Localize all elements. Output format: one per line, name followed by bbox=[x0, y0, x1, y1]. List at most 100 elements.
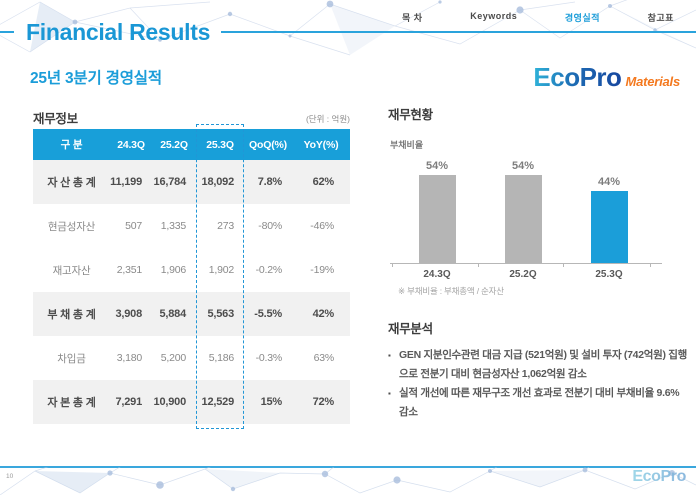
row-label: 부 채 총 계 bbox=[47, 309, 96, 321]
cell-value: 273 bbox=[217, 220, 234, 232]
bar-group: 54% bbox=[400, 160, 474, 263]
cell-value: 12,529 bbox=[201, 396, 235, 408]
column-header: 25.3Q bbox=[196, 129, 244, 160]
bar-highlighted bbox=[590, 191, 628, 263]
table-row: 자 산 총 계 11,199 16,784 18,092 7.8% 62% bbox=[33, 160, 350, 204]
title-rule-right bbox=[221, 31, 696, 33]
column-header: 구 분 bbox=[33, 129, 110, 160]
x-axis-tick bbox=[478, 263, 479, 267]
x-axis-label: 24.3Q bbox=[423, 269, 451, 280]
bar-value-label: 54% bbox=[511, 160, 535, 172]
cell-value: 62% bbox=[312, 176, 335, 188]
tab-keywords[interactable]: Keywords bbox=[470, 11, 518, 21]
x-axis-tick bbox=[650, 263, 651, 267]
cell-value: 7,291 bbox=[115, 396, 142, 408]
x-axis-tick bbox=[563, 263, 564, 267]
footer-logo: EcoPro bbox=[632, 468, 686, 485]
row-label: 자 본 총 계 bbox=[47, 397, 96, 409]
finance-table-wrap: 구 분 24.3Q 25.2Q 25.3Q QoQ(%) YoY(%) 자 산 … bbox=[33, 124, 350, 429]
footer-rule bbox=[0, 466, 696, 468]
bar-value-label: 54% bbox=[425, 160, 449, 172]
cell-value: 2,351 bbox=[116, 264, 142, 276]
chart-footnote: ※ 부채비율 : 부채총액 / 순자산 bbox=[398, 286, 504, 296]
cell-value: 42% bbox=[312, 308, 335, 320]
chart-label: 부채비율 bbox=[390, 140, 424, 150]
bullet-square-icon: ▪ bbox=[388, 388, 391, 398]
finance-table-title: 재무정보 bbox=[33, 112, 78, 126]
cell-value: 1,902 bbox=[208, 264, 234, 276]
x-axis-label: 25.2Q bbox=[509, 269, 537, 280]
tab-contents[interactable]: 목 차 bbox=[402, 13, 423, 23]
cell-value: -80% bbox=[258, 220, 282, 232]
page-number: 10 bbox=[6, 473, 14, 480]
tab-reference[interactable]: 참고표 bbox=[647, 13, 674, 23]
financial-status-section: 재무현황 부채비율 54% 54% 44% 24.3Q 25.2Q 25.3Q ※ 부채… bbox=[388, 104, 690, 304]
chart-section-title: 재무현황 bbox=[388, 108, 433, 122]
bullet-square-icon: ▪ bbox=[388, 351, 391, 360]
cell-value: 7.8% bbox=[257, 176, 282, 188]
table-row: 재고자산 2,351 1,906 1,902 -0.2% -19% bbox=[33, 248, 350, 292]
table-row: 자 본 총 계 7,291 10,900 12,529 15% 72% bbox=[33, 380, 350, 424]
cell-value: 15% bbox=[260, 396, 283, 408]
bar bbox=[418, 175, 456, 263]
cell-value: 10,900 bbox=[153, 396, 187, 408]
row-label: 재고자산 bbox=[52, 264, 91, 277]
financial-analysis-section: 재무분석 ▪ GEN 지분인수관련 대금 지급 (521억원) 및 설비 투자 … bbox=[388, 318, 690, 422]
table-row: 부 채 총 계 3,908 5,884 5,563 -5.5% 42% bbox=[33, 292, 350, 336]
bar-plot: 54% 54% 44% bbox=[388, 156, 668, 263]
x-axis-tick bbox=[392, 263, 393, 267]
unit-label: (단위 : 억원) bbox=[305, 114, 350, 124]
brand-logo-ecopro: EcoPro bbox=[533, 62, 622, 92]
bullet-text: 실적 개선에 따른 재무구조 개선 효과로 전분기 대비 부채비율 9.6% 감… bbox=[399, 386, 680, 418]
cell-value: 5,186 bbox=[208, 352, 234, 364]
cell-value: 5,884 bbox=[159, 308, 186, 320]
cell-value: 72% bbox=[312, 396, 335, 408]
network-pattern-bottom bbox=[0, 467, 696, 495]
cell-value: -19% bbox=[310, 264, 334, 276]
bar bbox=[504, 175, 542, 263]
cell-value: 11,199 bbox=[110, 176, 142, 188]
cell-value: 3,180 bbox=[116, 352, 142, 364]
cell-value: 507 bbox=[125, 220, 142, 232]
brand-logo-materials: Materials bbox=[625, 74, 680, 89]
nav-tabs: 목 차 Keywords 경영실적 참고표 bbox=[402, 11, 674, 24]
bullet-text: GEN 지분인수관련 대금 지급 (521억원) 및 설비 투자 (742억원)… bbox=[399, 349, 687, 380]
cell-value: 63% bbox=[313, 352, 335, 364]
cell-value: 5,200 bbox=[160, 352, 186, 364]
bar-value-label: 44% bbox=[597, 176, 621, 188]
finance-table: 구 분 24.3Q 25.2Q 25.3Q QoQ(%) YoY(%) 자 산 … bbox=[33, 129, 350, 424]
cell-value: 1,906 bbox=[160, 264, 186, 276]
column-header: YoY(%) bbox=[292, 129, 350, 160]
table-header-row: 구 분 24.3Q 25.2Q 25.3Q QoQ(%) YoY(%) bbox=[33, 129, 350, 160]
column-header: 25.2Q bbox=[152, 129, 196, 160]
tab-business-results[interactable]: 경영실적 bbox=[564, 13, 600, 23]
bar-group: 54% bbox=[486, 160, 560, 263]
column-header: QoQ(%) bbox=[244, 129, 292, 160]
cell-value: -46% bbox=[310, 220, 334, 232]
analysis-bullet: ▪ 실적 개선에 따른 재무구조 개선 효과로 전분기 대비 부채비율 9.6%… bbox=[388, 384, 690, 422]
x-axis-line bbox=[390, 263, 662, 264]
cell-value: 1,335 bbox=[160, 220, 186, 232]
cell-value: 18,092 bbox=[201, 176, 235, 188]
row-label: 차입금 bbox=[57, 352, 86, 365]
slide-subtitle: 25년 3분기 경영실적 bbox=[30, 70, 162, 87]
analysis-bullet: ▪ GEN 지분인수관련 대금 지급 (521억원) 및 설비 투자 (742억… bbox=[388, 346, 690, 384]
title-rule-left bbox=[0, 31, 14, 33]
analysis-title: 재무분석 bbox=[388, 322, 433, 336]
bar-group: 44% bbox=[572, 176, 646, 263]
finance-table-body: 자 산 총 계 11,199 16,784 18,092 7.8% 62% 현금성자산 507… bbox=[33, 160, 350, 424]
row-label: 자 산 총 계 bbox=[47, 177, 96, 189]
column-header: 24.3Q bbox=[110, 129, 152, 160]
table-row: 차입금 3,180 5,200 5,186 -0.3% 63% bbox=[33, 336, 350, 380]
cell-value: -0.3% bbox=[255, 352, 283, 364]
cell-value: 5,563 bbox=[207, 308, 234, 320]
cell-value: -5.5% bbox=[254, 308, 282, 320]
cell-value: 16,784 bbox=[153, 176, 187, 188]
row-label: 현금성자산 bbox=[47, 220, 96, 233]
brand-logo: EcoPro Materials bbox=[533, 62, 680, 93]
table-row: 현금성자산 507 1,335 273 -80% -46% bbox=[33, 204, 350, 248]
x-axis-label: 25.3Q bbox=[595, 269, 623, 280]
page-title: Financial Results bbox=[26, 19, 211, 45]
cell-value: 3,908 bbox=[115, 308, 142, 320]
